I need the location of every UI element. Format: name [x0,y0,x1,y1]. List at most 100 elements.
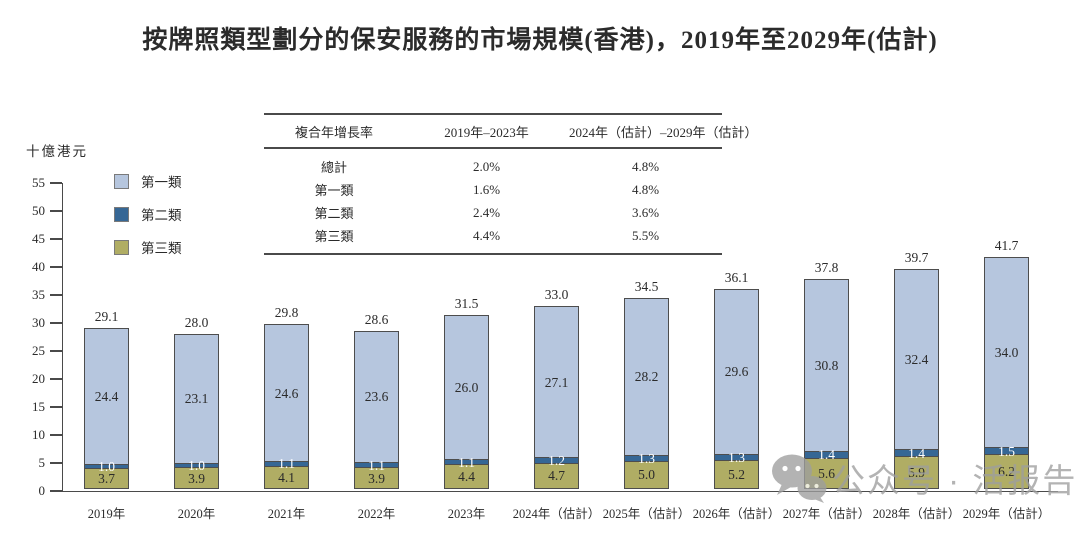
bar-total-label: 33.0 [544,287,569,303]
bar-segment-第三類: 4.7 [534,462,579,489]
legend-swatch [114,173,129,189]
bar-segment-第二類: 1.2 [534,452,579,468]
segment-value-label: 1.1 [278,456,295,472]
x-axis-label: 2021年 [267,507,306,521]
bar-total-label: 28.6 [364,311,389,327]
y-axis-tick [50,294,62,296]
segment-value-label: 1.5 [998,443,1015,459]
y-axis-tick [50,266,62,268]
segment-value-label: 1.1 [458,454,475,470]
segment-value-label: 30.8 [814,358,839,374]
table-rule-bottom [264,253,722,255]
table-row: 第一類 1.6% 4.8% [264,178,722,201]
bar-total-label: 37.8 [814,260,839,276]
bar-2021年: 29.8 24.6 1.1 4.1 [264,305,309,491]
segment-value-label: 26.0 [454,379,479,395]
bar-segment-第二類: 1.0 [84,460,129,473]
bar-segment-第三類: 3.7 [84,468,129,489]
legend-label: 第三類 [141,241,182,256]
bar-segment-第二類: 1.1 [264,457,309,471]
segment-value-label: 1.2 [548,452,565,468]
segment-value-label: 27.1 [544,374,569,390]
bar-total-label: 41.7 [994,238,1019,254]
segment-value-label: 23.6 [364,389,389,405]
segment-value-label: 1.4 [908,445,925,461]
bar-segment-第二類: 1.4 [894,445,939,461]
legend-label: 第二類 [141,208,182,223]
bar-segment-第二類: 1.3 [714,449,759,465]
segment-value-label: 23.1 [184,391,209,407]
bar-segment-第三類: 4.4 [444,464,489,489]
page-title: 按牌照類型劃分的保安服務的市場規模(香港)，2019年至2029年(估計) [142,27,938,54]
bar-total-label: 39.7 [904,249,929,265]
row-value: 4.4% [472,227,501,243]
cagr-header-row: 複合年增長率 2019年–2023年 2024年（估計）–2029年（估計） [264,115,758,147]
segment-value-label: 29.6 [724,364,749,380]
cagr-header-metric: 複合年增長率 [294,124,373,140]
legend-item-第三類: 第三類 [114,237,182,257]
x-axis-label: 2026年（估計） [692,507,781,521]
x-axis-label: 2025年（估計） [602,507,691,521]
table-row: 第二類 2.4% 3.6% [264,201,722,224]
y-axis-tick [50,378,62,380]
y-axis-tick [50,350,62,352]
y-axis-tick [50,238,62,240]
row-value: 5.5% [631,227,660,243]
table-row: 第三類 4.4% 5.5% [264,224,722,247]
bar-2026年（估計）: 36.1 29.6 1.3 5.2 [714,270,759,491]
bar-segment-第三類: 3.9 [354,467,399,489]
x-axis-label: 2023年 [447,507,486,521]
row-label: 總計 [320,160,347,175]
y-axis-tick-label: 50 [32,203,45,218]
bar-segment-第一類: 23.6 [354,330,399,463]
x-axis-label: 2024年（估計） [512,507,601,521]
segment-value-label: 24.4 [94,388,119,404]
bar-segment-第二類: 1.0 [174,459,219,472]
y-axis-tick-label: 15 [32,399,45,414]
y-axis-tick-label: 10 [32,427,45,442]
legend: 第一類 第二類 第三類 [114,171,182,257]
bar-segment-第二類: 1.4 [804,448,849,461]
segment-value-label: 24.6 [274,385,299,401]
x-axis-label: 2020年 [177,507,216,521]
bar-segment-第一類: 28.2 [624,297,669,456]
bar-segment-第三類: 4.1 [264,466,309,489]
segment-value-label: 4.1 [278,470,295,485]
segment-value-label: 5.2 [728,466,745,482]
segment-value-label: 4.4 [458,469,475,485]
segment-value-label: 1.0 [188,457,205,473]
bar-segment-第三類: 5.0 [624,460,669,489]
bar-2029年（估計）: 41.7 34.0 1.5 6.2 [984,238,1029,491]
y-axis-tick-label: 35 [32,287,45,302]
y-axis-tick-label: 25 [32,343,45,358]
bar-segment-第一類: 34.0 [984,257,1029,448]
y-axis-tick-label: 55 [32,175,45,190]
row-label: 第一類 [314,183,354,198]
bar-2019年: 29.1 24.4 1.0 3.7 [84,309,129,491]
y-axis-tick-label: 40 [32,259,45,274]
bar-segment-第一類: 23.1 [174,334,219,464]
row-value: 2.0% [472,158,501,174]
bar-2022年: 28.6 23.6 1.1 3.9 [354,312,399,491]
segment-value-label: 5.9 [908,464,925,480]
bar-segment-第三類: 5.2 [714,459,759,489]
bar-segment-第二類: 1.5 [984,443,1029,459]
bar-segment-第三類: 5.9 [894,455,939,489]
bar-total-label: 34.5 [634,278,659,294]
segment-value-label: 1.3 [728,449,745,465]
segment-value-label: 34.0 [994,345,1019,361]
y-axis-tick [50,462,62,464]
legend-label: 第一類 [141,175,182,190]
bar-total-label: 36.1 [724,269,749,285]
row-value: 4.8% [631,158,660,174]
bar-2028年（估計）: 39.7 32.4 1.4 5.9 [894,250,939,491]
bar-segment-第三類: 5.6 [804,457,849,489]
cagr-table: 複合年增長率 2019年–2023年 2024年（估計）–2029年（估計） 總… [264,113,758,255]
y-axis-tick-label: 45 [32,231,45,246]
bar-total-label: 31.5 [454,295,479,311]
y-axis-tick [50,210,62,212]
legend-swatch [114,206,129,222]
segment-value-label: 4.7 [548,468,565,484]
row-value: 2.4% [472,204,501,220]
cagr-header-period1: 2019年–2023年 [444,124,529,140]
